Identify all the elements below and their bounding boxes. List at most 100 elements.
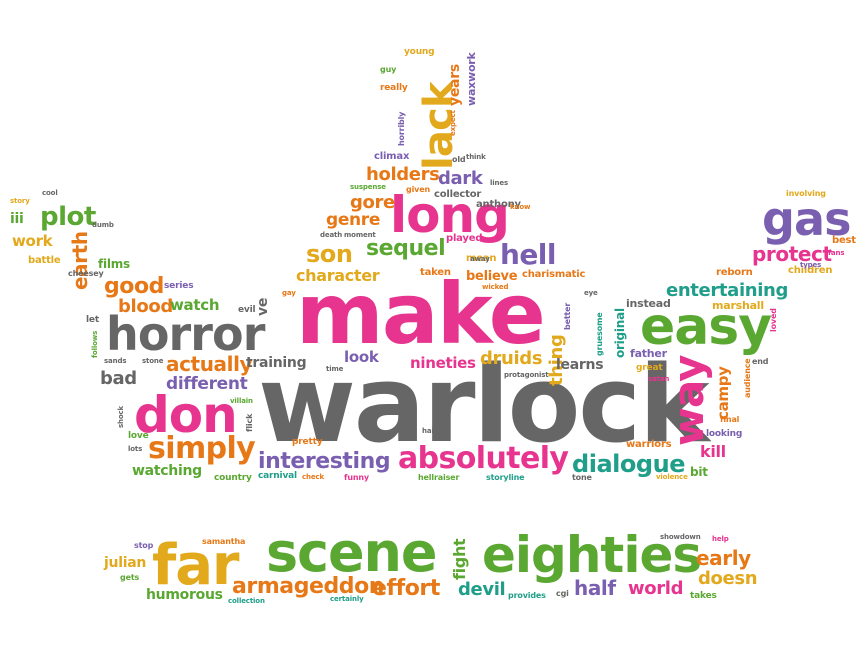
word: sands xyxy=(104,357,127,365)
word: funny xyxy=(344,473,369,482)
word: gruesome xyxy=(595,312,604,356)
word: learns xyxy=(556,357,604,373)
word: suspense xyxy=(350,183,386,191)
word: takes xyxy=(690,591,717,601)
word: character xyxy=(296,266,380,285)
word: dark xyxy=(438,168,483,189)
word: early xyxy=(696,546,751,570)
word: climax xyxy=(374,151,410,162)
word: simply xyxy=(148,431,256,466)
word: waxwork xyxy=(465,52,478,106)
word: samantha xyxy=(202,537,246,546)
word: look xyxy=(344,348,379,366)
word: cool xyxy=(42,189,58,197)
word: holders xyxy=(366,164,440,185)
word: reborn xyxy=(716,267,753,278)
word: nineties xyxy=(410,354,476,372)
word: marshall xyxy=(712,299,764,312)
word: guy xyxy=(380,65,397,74)
word: really xyxy=(380,83,408,93)
word: blood xyxy=(118,296,173,317)
word: love xyxy=(128,431,149,441)
word: don xyxy=(134,386,238,444)
word: earth xyxy=(68,231,92,290)
word: way xyxy=(664,355,713,446)
word: years xyxy=(447,64,463,106)
word: country xyxy=(214,473,252,483)
word: flick xyxy=(245,413,254,432)
word: far xyxy=(152,533,240,598)
word: work xyxy=(12,232,53,250)
word: satan xyxy=(648,375,670,383)
word: moment xyxy=(344,231,376,239)
word: tone xyxy=(572,473,592,482)
word: know xyxy=(510,203,531,211)
word: follows xyxy=(91,330,99,358)
word: gore xyxy=(350,192,395,213)
word: eye xyxy=(584,289,598,297)
word: better xyxy=(563,302,572,330)
word: violence xyxy=(656,473,688,481)
word: types xyxy=(800,261,822,269)
word: interesting xyxy=(258,449,391,474)
word: eighties xyxy=(482,526,702,584)
word: shock xyxy=(117,405,125,428)
word: collection xyxy=(228,597,265,605)
word: hellraiser xyxy=(418,473,460,482)
word: end xyxy=(752,357,769,366)
word: played xyxy=(446,233,483,244)
word: hair xyxy=(422,427,437,435)
word: children xyxy=(788,265,833,276)
word: bad xyxy=(100,368,137,389)
word: iii xyxy=(10,211,24,227)
word: ve xyxy=(255,297,271,316)
word: stone xyxy=(142,357,164,365)
word: young xyxy=(404,47,435,57)
word: actually xyxy=(166,352,253,376)
word: fans xyxy=(828,249,845,257)
word: charismatic xyxy=(522,269,586,280)
word: story xyxy=(10,197,30,205)
word: world xyxy=(628,578,684,599)
word: fight xyxy=(450,538,469,580)
word: pretty xyxy=(292,437,323,447)
word: campy xyxy=(714,366,732,420)
word: storyline xyxy=(486,473,525,482)
word: anthony xyxy=(476,199,521,210)
word: dialogue xyxy=(572,450,686,478)
word: son xyxy=(306,240,353,268)
word: bit xyxy=(690,465,708,479)
word: help xyxy=(712,535,729,543)
word: kill xyxy=(700,442,726,461)
word: watching xyxy=(132,463,202,479)
word: collector xyxy=(434,189,482,200)
word: effort xyxy=(372,576,440,601)
word: gas xyxy=(762,192,852,246)
word: expect xyxy=(449,110,457,136)
word: believe xyxy=(466,269,518,284)
word: given xyxy=(406,185,431,194)
word: watch xyxy=(170,296,220,314)
word: looking xyxy=(706,429,743,439)
word: carnival xyxy=(258,471,297,481)
word: training xyxy=(246,355,307,371)
word: certainly xyxy=(330,595,364,603)
word: armageddon xyxy=(232,574,385,599)
word: death xyxy=(320,231,343,239)
word: taken xyxy=(420,267,451,278)
word: best xyxy=(832,235,856,246)
word: good xyxy=(104,274,164,299)
word: julian xyxy=(104,555,147,571)
word: half xyxy=(574,576,616,600)
word: sequel xyxy=(366,236,446,261)
word: evil xyxy=(238,305,256,315)
word: away xyxy=(470,255,490,263)
word: scene xyxy=(266,521,438,584)
word: entertaining xyxy=(666,280,788,301)
word: wicked xyxy=(482,283,509,291)
word: films xyxy=(98,257,130,271)
word: provides xyxy=(508,591,546,600)
word: devil xyxy=(458,579,506,600)
word: involving xyxy=(786,189,826,198)
word: horribly xyxy=(397,111,406,146)
